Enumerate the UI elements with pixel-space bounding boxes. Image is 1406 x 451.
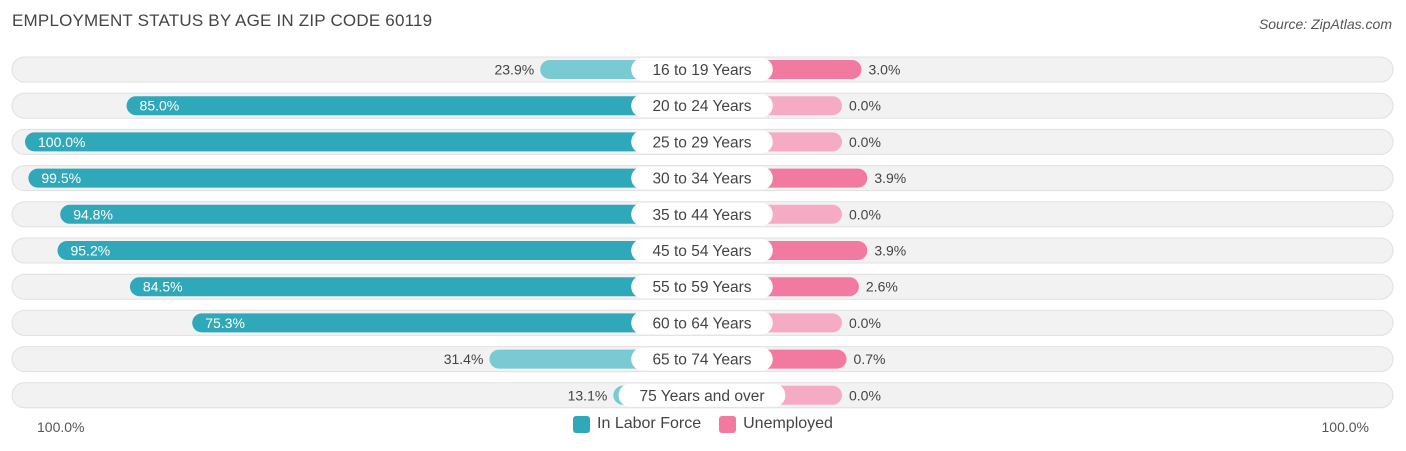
- category-label-background: [631, 94, 773, 118]
- labor-force-bar[interactable]: [126, 96, 703, 116]
- category-label-background: [631, 58, 773, 81]
- category-label: 75 Years and over: [640, 388, 765, 405]
- labor-force-value-label: 31.4%: [444, 351, 484, 367]
- category-label: 25 to 29 Years: [652, 134, 751, 151]
- labor-force-bar[interactable]: [192, 313, 702, 333]
- labor-force-value-label: 85.0%: [140, 98, 180, 114]
- labor-force-bar[interactable]: [60, 204, 703, 224]
- chart-row: 13.1% 0.0% 75 Years and over: [11, 382, 1394, 409]
- chart-source: Source: ZipAtlas.com: [1258, 16, 1392, 32]
- category-label-background: [631, 130, 773, 154]
- unemployed-value-label: 0.0%: [849, 315, 881, 331]
- legend-label-unemployed: Unemployed: [743, 415, 833, 432]
- axis-left-label: 100.0%: [37, 419, 85, 435]
- chart-row: 75.3% 0.0% 60 to 64 Years: [11, 309, 1394, 336]
- legend-label-labor: In Labor Force: [597, 415, 702, 432]
- labor-force-bar[interactable]: [129, 277, 702, 297]
- chart-legend: In Labor Force Unemployed: [0, 415, 1406, 433]
- category-label: 60 to 64 Years: [652, 315, 751, 332]
- labor-force-value-label: 99.5%: [41, 170, 81, 186]
- category-label: 45 to 54 Years: [652, 243, 751, 260]
- category-label-background: [631, 202, 773, 226]
- unemployed-value-label: 3.9%: [874, 243, 906, 259]
- labor-force-value-label: 23.9%: [494, 62, 534, 78]
- category-label-background: [631, 347, 773, 371]
- chart-row: 95.2% 3.9% 45 to 54 Years: [11, 237, 1394, 264]
- category-label-background: [631, 275, 773, 299]
- category-label: 55 to 59 Years: [652, 279, 751, 296]
- chart-row: 84.5% 2.6% 55 to 59 Years: [11, 273, 1394, 300]
- category-label-background: [631, 311, 773, 335]
- category-label-background: [618, 383, 786, 407]
- category-label-background: [631, 166, 773, 190]
- unemployed-value-label: 0.0%: [849, 387, 881, 403]
- labor-force-value-label: 75.3%: [205, 315, 245, 331]
- labor-force-value-label: 95.2%: [70, 243, 110, 259]
- unemployed-value-label: 0.0%: [849, 206, 881, 222]
- unemployed-value-label: 3.9%: [874, 170, 906, 186]
- axis-right-label: 100.0%: [1321, 419, 1369, 435]
- labor-force-bar[interactable]: [28, 168, 702, 188]
- labor-force-value-label: 94.8%: [73, 206, 113, 222]
- category-label: 65 to 74 Years: [652, 352, 751, 369]
- unemployed-value-label: 3.0%: [869, 62, 901, 78]
- labor-force-bar[interactable]: [57, 241, 703, 260]
- legend-item-unemployed[interactable]: Unemployed: [719, 415, 833, 433]
- chart-row: 85.0% 0.0% 20 to 24 Years: [11, 92, 1394, 119]
- labor-force-value-label: 84.5%: [143, 279, 183, 295]
- legend-swatch-labor: [573, 415, 591, 433]
- category-label-background: [631, 239, 773, 262]
- category-label: 20 to 24 Years: [652, 98, 751, 115]
- chart-row: 23.9% 3.0% 16 to 19 Years: [11, 56, 1394, 83]
- chart-row: 31.4% 0.7% 65 to 74 Years: [11, 346, 1394, 373]
- legend-item-labor[interactable]: In Labor Force: [573, 415, 701, 433]
- category-label: 16 to 19 Years: [652, 62, 751, 79]
- chart-row: 94.8% 0.0% 35 to 44 Years: [11, 201, 1394, 228]
- category-label: 35 to 44 Years: [652, 207, 751, 224]
- legend-swatch-unemployed: [719, 415, 737, 433]
- unemployed-value-label: 0.0%: [849, 134, 881, 150]
- chart-row: 99.5% 3.9% 30 to 34 Years: [11, 165, 1394, 192]
- unemployed-value-label: 0.0%: [849, 98, 881, 114]
- category-label: 30 to 34 Years: [652, 171, 751, 188]
- labor-force-value-label: 13.1%: [568, 387, 608, 403]
- unemployed-value-label: 0.7%: [854, 351, 886, 367]
- labor-force-value-label: 100.0%: [38, 134, 85, 150]
- unemployed-value-label: 2.6%: [866, 279, 898, 295]
- chart-title: EMPLOYMENT STATUS BY AGE IN ZIP CODE 601…: [12, 11, 433, 30]
- labor-force-bar[interactable]: [25, 132, 702, 152]
- chart-row: 100.0% 0.0% 25 to 29 Years: [11, 128, 1394, 155]
